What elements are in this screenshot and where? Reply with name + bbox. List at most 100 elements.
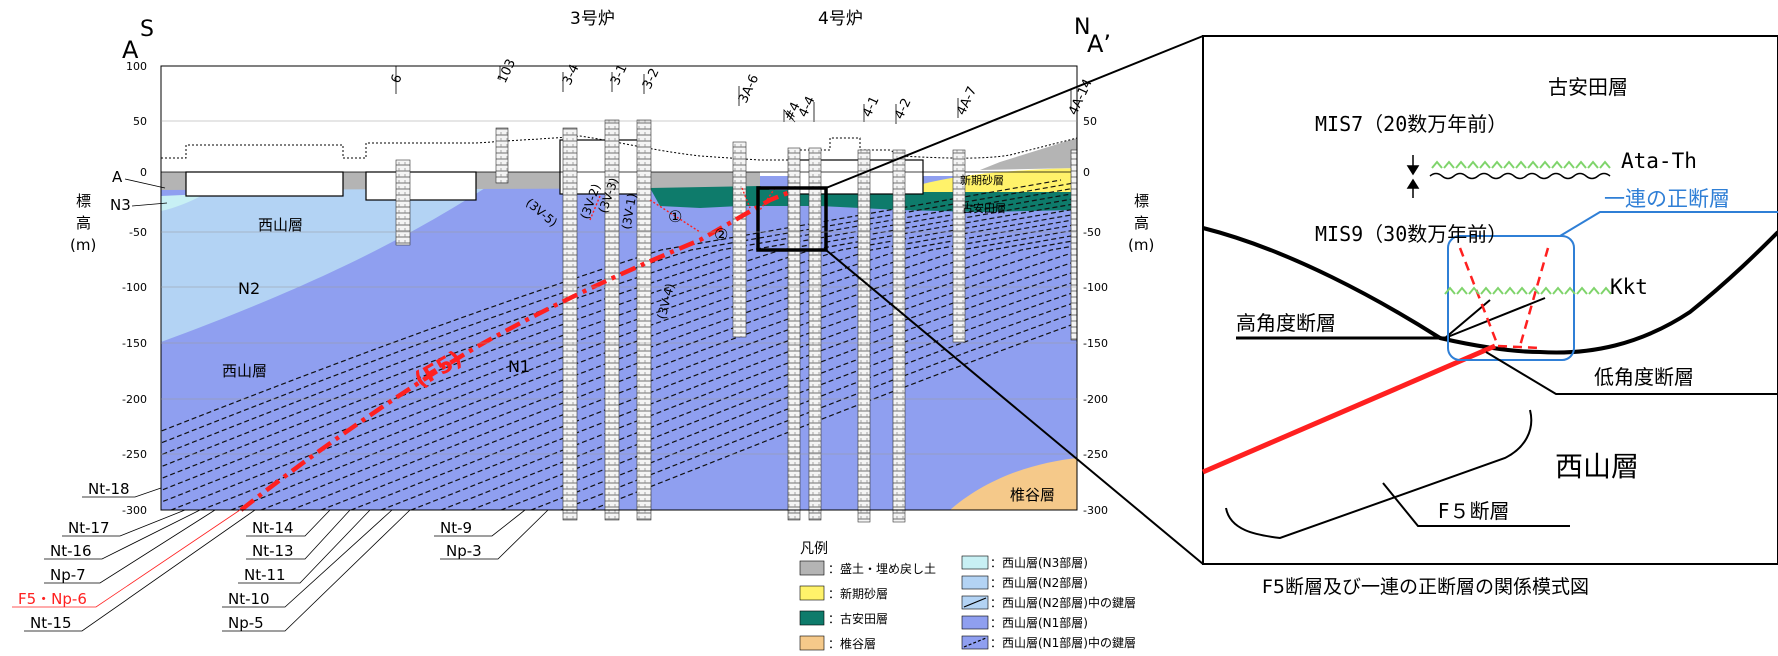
key-bed-label: Nt-15 [30, 614, 72, 632]
tephra-chevron [1599, 160, 1611, 169]
tephra-chevron [1516, 286, 1528, 295]
borehole-label: 3-2 [640, 66, 663, 92]
inset-mis9-label: MIS9（30数万年前） [1315, 222, 1507, 246]
normal-fault-lines [1458, 247, 1550, 350]
section-end-left: A [122, 36, 139, 64]
borehole-label: 4-2 [892, 96, 915, 122]
legend-label: ：椎谷層 [828, 636, 876, 651]
inset-kkt-label: Kkt [1610, 275, 1648, 299]
y-tick-right: -50 [1083, 226, 1101, 239]
y-tick-left: -50 [129, 226, 147, 239]
y-tick-right: -300 [1083, 504, 1108, 517]
cover-label-n3: N3 [110, 196, 131, 214]
key-bed-line [161, 197, 1077, 480]
tephra-chevron [1479, 160, 1491, 169]
formation-label: 西山層 [258, 216, 303, 234]
tephra-chevron [1588, 286, 1600, 295]
borehole-label: 4-4 [796, 94, 819, 120]
section-frame [160, 65, 1078, 511]
key-bed-line [161, 202, 1077, 492]
key-bed-label-f5: F5・Np-6 [18, 590, 87, 608]
unit4-label: 4号炉 [818, 9, 863, 29]
gridlines [161, 120, 1077, 455]
legend-label: ：西山層(N1部層) [990, 615, 1088, 630]
n3-member-area [161, 194, 205, 211]
inset-nishiyama-label: 西山層 [1555, 450, 1639, 483]
formation-label: N2 [238, 279, 260, 298]
y-tick-left: -300 [122, 504, 147, 517]
formation-label: 古安田層 [962, 201, 1006, 215]
normal-fault-leader [1559, 211, 1778, 237]
y-tick-right: -200 [1083, 393, 1108, 406]
key-bed-line [161, 187, 1077, 456]
inset-window [756, 186, 828, 252]
y-tick-left: -150 [122, 337, 147, 350]
f5-fault-inset [1202, 343, 1496, 475]
key-bed-line [500, 290, 1077, 510]
y-tick-right: -150 [1083, 337, 1108, 350]
key-bed-label: Nt-10 [228, 590, 270, 608]
formation-label: 新期砂層 [960, 173, 1004, 187]
tephra-chevron [1492, 286, 1504, 295]
key-bed-line [320, 239, 1077, 510]
borehole-label: #4 [782, 100, 804, 124]
formation-label: 西山層 [222, 362, 267, 380]
tephra-chevron [1456, 286, 1468, 295]
schematic-inset: 古安田層 MIS7（20数万年前） Ata-Th 一連の正断層 MIS9（30数… [1202, 35, 1778, 565]
y-tick-left: 50 [133, 115, 147, 128]
legend-swatch-n2 [961, 575, 989, 590]
inset-f5-label: F５断層 [1438, 499, 1510, 523]
key-bed-label: Nt-13 [252, 542, 294, 560]
y-tick-left: 0 [140, 166, 147, 179]
key-bed-leaders-left [12, 487, 256, 632]
tephra-chevron [1503, 160, 1515, 169]
legend-swatch-kouanda [799, 610, 825, 626]
legend-swatch-fill [799, 560, 825, 576]
legend-key-line [963, 637, 987, 648]
key-bed-label: Np-3 [446, 542, 482, 560]
tephra-chevron [1491, 160, 1503, 169]
legend-swatch-n1 [961, 615, 989, 630]
legend-label: ：古安田層 [828, 611, 888, 626]
y-tick-right: -100 [1083, 281, 1108, 294]
y-tick-left: -200 [122, 393, 147, 406]
key-bed-line [380, 250, 1077, 510]
unconformity-curve [1202, 226, 1778, 355]
tephra-chevron [1528, 286, 1540, 295]
key-bed-line [161, 181, 1077, 444]
elevation-label-left: 標 [76, 192, 91, 210]
minor-faults [589, 187, 776, 233]
borehole-label: 6 [389, 72, 406, 85]
tephra-chevron [1551, 160, 1563, 169]
tephra-chevron [1540, 286, 1552, 295]
legend-label: ：新期砂層 [828, 586, 888, 601]
tephra-chevron [1443, 160, 1455, 169]
key-bed-label: Nt-16 [50, 542, 92, 560]
tephra-chevron [1600, 286, 1612, 295]
borehole-label: 4-1 [860, 94, 883, 120]
fault-label: ② [714, 225, 728, 244]
section-end-right-dir: N [1074, 15, 1090, 40]
key-bed-line [410, 260, 1077, 510]
tephra-chevron [1587, 160, 1599, 169]
key-bed-label: Np-5 [228, 614, 264, 632]
legend-label: ：西山層(N3部層) [990, 555, 1088, 570]
inset-connectors [825, 35, 1204, 565]
tephra-chevron [1455, 160, 1467, 169]
tephra-chevron [1564, 286, 1576, 295]
y-tick-right: 50 [1083, 115, 1097, 128]
cover-leader [131, 202, 168, 207]
legend-label: ：西山層(N2部層)中の鍵層 [990, 595, 1136, 610]
tephra-chevron [1576, 286, 1588, 295]
fault-label: (3V-1) [619, 192, 639, 230]
tephra-chevron [1504, 286, 1516, 295]
inset-mis7-label: MIS7（20数万年前） [1315, 112, 1507, 136]
legend-swatch-n3 [961, 555, 989, 570]
legend-title: 凡例 [800, 541, 828, 557]
legend-swatch-shiiya [799, 635, 825, 651]
cross-section: 100 50 0 -50 -100 -150 -200 -250 -300 50… [12, 9, 1154, 632]
cover-leader [124, 178, 166, 189]
legend-label: ：盛土・埋め戻し土 [828, 561, 936, 576]
inset-normal-faults-label: 一連の正断層 [1604, 187, 1730, 211]
elevation-label-right: (m) [1128, 236, 1154, 254]
